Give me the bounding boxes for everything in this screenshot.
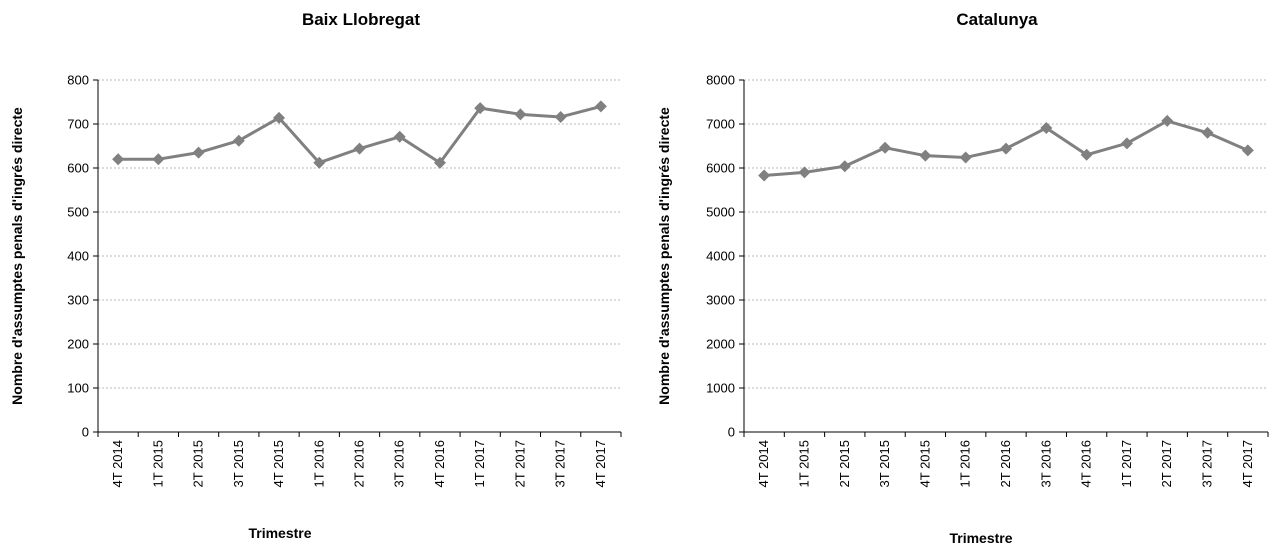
x-tick-label: 2T 2015 bbox=[191, 440, 206, 487]
x-tick-label: 4T 2015 bbox=[917, 440, 932, 487]
data-point-marker bbox=[393, 130, 406, 143]
y-tick-label: 800 bbox=[67, 73, 89, 88]
x-tick-label: 4T 2017 bbox=[593, 440, 608, 487]
x-tick-label: 2T 2015 bbox=[837, 440, 852, 487]
data-point-marker bbox=[959, 151, 972, 164]
x-tick-label: 1T 2017 bbox=[1119, 440, 1134, 487]
data-point-marker bbox=[273, 111, 286, 124]
y-tick-label: 600 bbox=[67, 161, 89, 176]
x-tick-label: 1T 2016 bbox=[311, 440, 326, 487]
x-tick-label: 3T 2017 bbox=[553, 440, 568, 487]
x-tick-label: 1T 2017 bbox=[472, 440, 487, 487]
x-tick-label: 3T 2016 bbox=[1038, 440, 1053, 487]
y-tick-label: 0 bbox=[728, 425, 735, 440]
y-tick-label: 0 bbox=[82, 425, 89, 440]
data-point-marker bbox=[554, 110, 567, 123]
x-tick-label: 2T 2017 bbox=[1159, 440, 1174, 487]
x-tick-label: 4T 2017 bbox=[1240, 440, 1255, 487]
data-point-marker bbox=[433, 156, 446, 169]
y-tick-label: 4000 bbox=[706, 249, 735, 264]
data-point-marker bbox=[798, 166, 811, 179]
data-point-marker bbox=[1120, 137, 1133, 150]
data-point-marker bbox=[1080, 148, 1093, 161]
x-tick-label: 3T 2015 bbox=[877, 440, 892, 487]
x-tick-label: 2T 2017 bbox=[512, 440, 527, 487]
data-point-marker bbox=[353, 142, 366, 155]
y-axis-title: Nombre d'assumptes penals d'ingrés direc… bbox=[656, 107, 672, 405]
data-point-marker bbox=[838, 160, 851, 173]
data-point-marker bbox=[112, 153, 125, 166]
data-point-marker bbox=[152, 153, 165, 166]
y-axis-title: Nombre d'assumptes penals d'ingrés direc… bbox=[9, 107, 25, 405]
chart-catalunya: Catalunya Nombre d'assumptes penals d'in… bbox=[656, 10, 1269, 546]
y-tick-label: 300 bbox=[67, 293, 89, 308]
x-axis-title: Trimestre bbox=[949, 530, 1012, 546]
data-point-marker bbox=[879, 141, 892, 154]
x-axis-title: Trimestre bbox=[248, 525, 311, 541]
x-tick-label: 4T 2014 bbox=[110, 440, 125, 487]
data-point-marker bbox=[1241, 144, 1254, 157]
data-point-marker bbox=[1201, 126, 1214, 139]
data-point-marker bbox=[474, 102, 487, 115]
data-point-marker bbox=[313, 156, 326, 169]
x-tick-label: 2T 2016 bbox=[352, 440, 367, 487]
y-tick-label: 400 bbox=[67, 249, 89, 264]
data-point-marker bbox=[594, 100, 607, 113]
plot-area: 0 1000 2000 3000 4000 5000 6000 7000 8000 4T 2014… bbox=[706, 73, 1269, 487]
y-tick-label: 6000 bbox=[706, 161, 735, 176]
x-tick-label: 2T 2016 bbox=[998, 440, 1013, 487]
y-tick-label: 700 bbox=[67, 117, 89, 132]
data-point-marker bbox=[1161, 114, 1174, 127]
y-tick-label: 8000 bbox=[706, 73, 735, 88]
data-point-marker bbox=[1040, 121, 1053, 134]
y-tick-label: 7000 bbox=[706, 117, 735, 132]
chart-title: Catalunya bbox=[956, 10, 1038, 29]
data-point-marker bbox=[192, 146, 205, 159]
x-tick-label: 4T 2016 bbox=[432, 440, 447, 487]
x-tick-label: 4T 2016 bbox=[1079, 440, 1094, 487]
x-tick-label: 3T 2016 bbox=[392, 440, 407, 487]
data-point-marker bbox=[1000, 142, 1012, 155]
plot-area: 0 100 200 300 400 500 600 700 800 4T 2014 1T 2015 2… bbox=[67, 73, 622, 487]
y-tick-label: 2000 bbox=[706, 337, 735, 352]
data-point-marker bbox=[919, 149, 932, 162]
y-tick-label: 100 bbox=[67, 381, 89, 396]
data-point-marker bbox=[514, 108, 527, 121]
data-point-marker bbox=[232, 134, 245, 147]
y-tick-label: 200 bbox=[67, 337, 89, 352]
chart-title: Baix Llobregat bbox=[302, 10, 420, 29]
y-tick-label: 1000 bbox=[706, 381, 735, 396]
y-tick-label: 3000 bbox=[706, 293, 735, 308]
chart-baix-llobregat: Baix Llobregat Nombre d'assumptes penals… bbox=[9, 10, 622, 541]
x-tick-label: 1T 2016 bbox=[958, 440, 973, 487]
x-tick-label: 3T 2017 bbox=[1200, 440, 1215, 487]
x-tick-label: 3T 2015 bbox=[231, 440, 246, 487]
data-point-marker bbox=[758, 169, 771, 182]
x-tick-label: 4T 2015 bbox=[271, 440, 286, 487]
x-tick-label: 1T 2015 bbox=[796, 440, 811, 487]
y-tick-label: 500 bbox=[67, 205, 89, 220]
x-tick-label: 1T 2015 bbox=[150, 440, 165, 487]
x-tick-label: 4T 2014 bbox=[756, 440, 771, 487]
y-tick-label: 5000 bbox=[706, 205, 735, 220]
